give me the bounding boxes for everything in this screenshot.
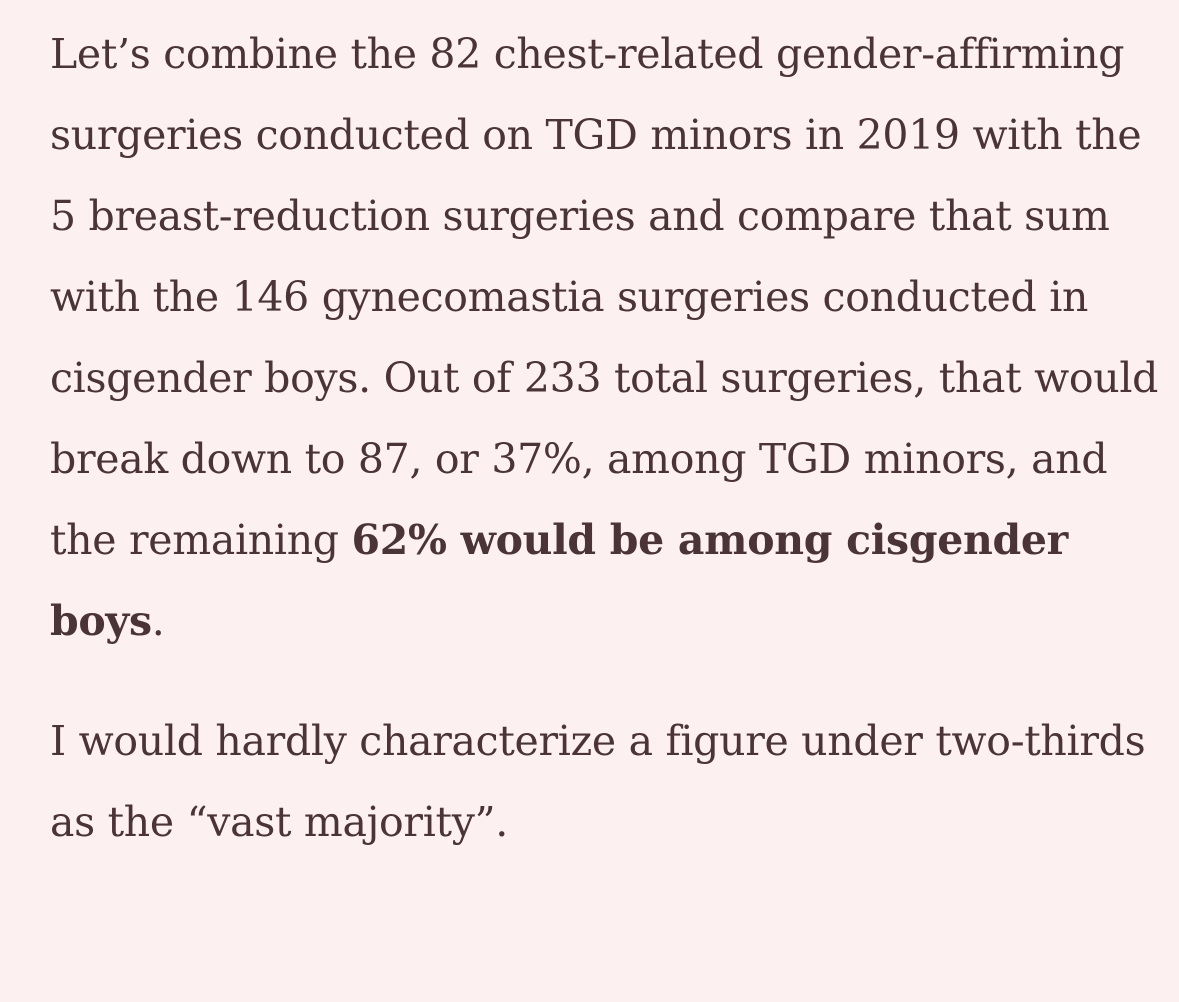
emphasis-text: 62% would be among cisgender boys <box>50 516 1068 645</box>
paragraph-text-end: . <box>151 597 165 645</box>
paragraph-conclusion: I would hardly characterize a figure und… <box>50 717 1146 846</box>
paragraph-text-start: Let’s combine the 82 chest-related gende… <box>50 30 1159 564</box>
paragraph-surgery-comparison: Let’s combine the 82 chest-related gende… <box>50 14 1160 662</box>
article-body: Let’s combine the 82 chest-related gende… <box>50 14 1160 863</box>
